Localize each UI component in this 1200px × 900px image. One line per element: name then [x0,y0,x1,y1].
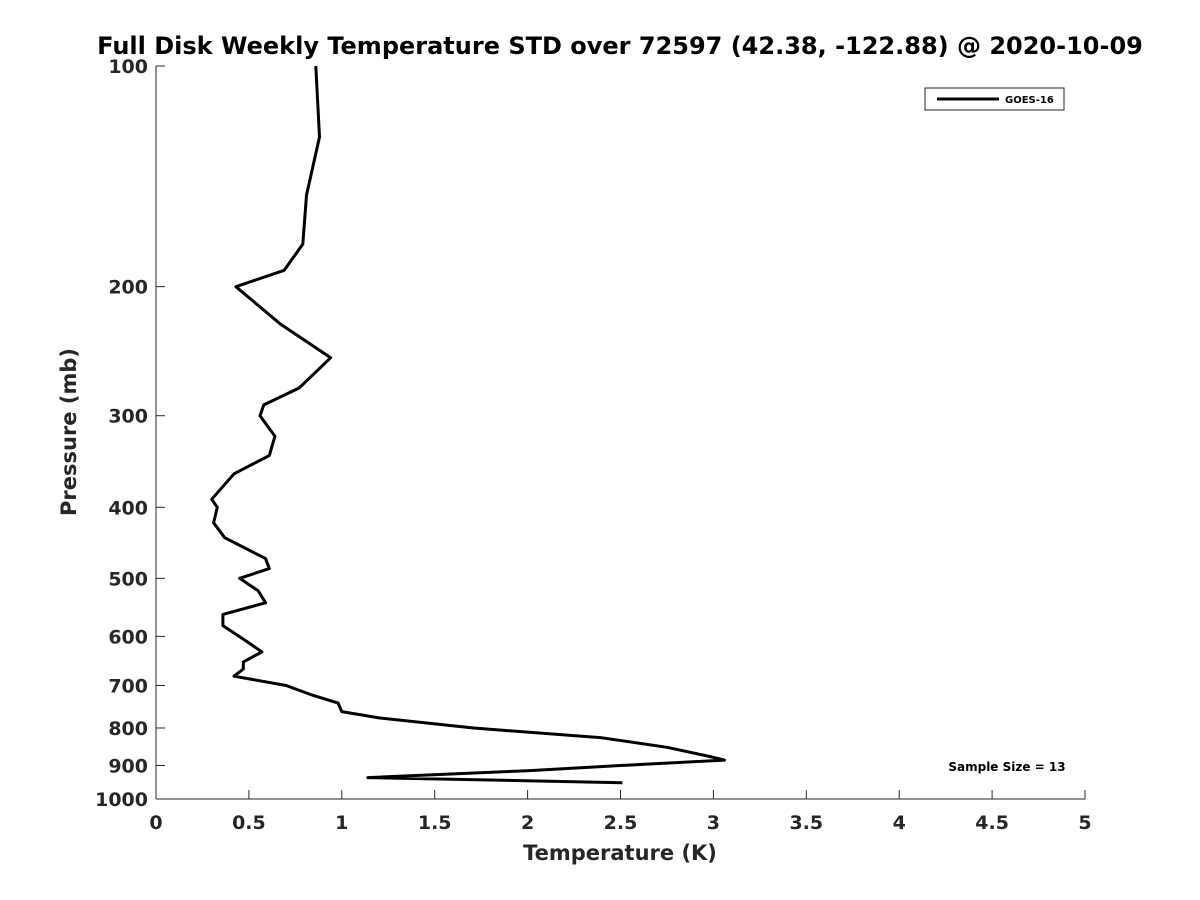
y-tick-label: 100 [108,56,148,78]
y-tick-label: 800 [108,718,148,740]
y-tick-label: 400 [108,497,148,519]
x-tick-label: 2 [521,812,534,834]
sample-size-annotation: Sample Size = 13 [948,760,1065,774]
chart-title: Full Disk Weekly Temperature STD over 72… [97,32,1143,60]
y-tick-label: 500 [108,568,148,590]
y-tick-label: 300 [108,406,148,428]
legend: GOES-16 [924,87,1065,111]
y-tick-label: 1000 [95,789,148,811]
x-tick-label: 4 [893,812,906,834]
x-tick-label: 3 [707,812,720,834]
series-line-goes-16 [210,65,726,785]
series-layer [210,65,726,785]
x-tick-label: 0 [149,812,162,834]
x-tick-label: 5 [1078,812,1091,834]
x-tick-label: 3.5 [789,812,823,834]
x-axis-label: Temperature (K) [523,841,717,865]
axes: 0 0.5 1 1.5 2 2.5 3 3.5 4 4.5 5 100 200 300 400 500 600 7… [95,56,1092,834]
x-tick-label: 1 [335,812,348,834]
y-tick-label: 700 [108,675,148,697]
legend-entry-label: GOES-16 [1005,95,1054,106]
y-tick-label: 200 [108,277,148,299]
y-tick-label: 900 [108,755,148,777]
x-tick-label: 0.5 [232,812,266,834]
x-tick-label: 4.5 [975,812,1009,834]
x-tick-label: 2.5 [604,812,638,834]
y-tick-label: 600 [108,626,148,648]
x-tick-label: 1.5 [418,812,452,834]
y-axis-label: Pressure (mb) [57,348,81,516]
